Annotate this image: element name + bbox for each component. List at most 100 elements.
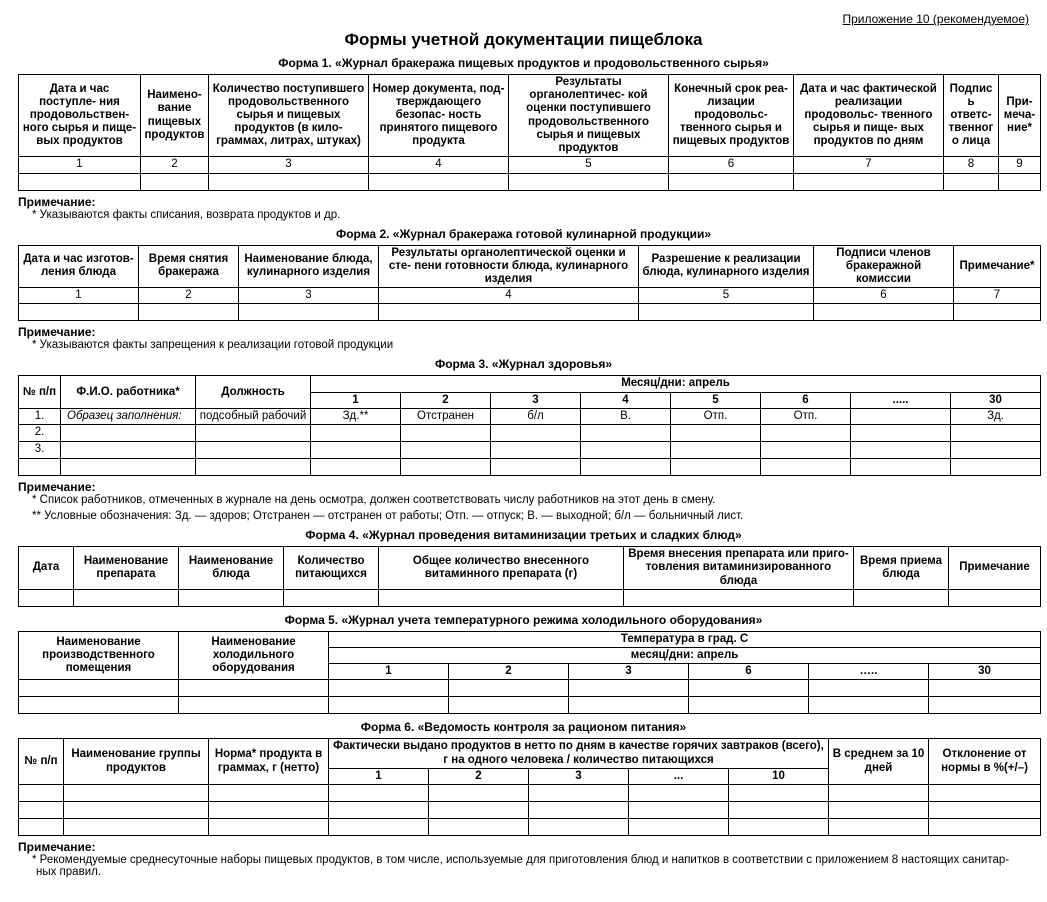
f5-d5: ….. [809,664,929,680]
f1-n5: 5 [509,157,669,173]
form1-title: Форма 1. «Журнал бракеража пищевых проду… [18,56,1029,70]
f2-note: * Указываются факты запрещения к реализа… [18,339,1029,351]
f3-h-num: № п/п [19,376,61,408]
f3-h-month: Месяц/дни: апрель [311,376,1041,392]
f1-n4: 4 [369,157,509,173]
f5-h-room: Наименование производственного помещения [19,631,179,680]
f1-n7: 7 [794,157,944,173]
f6-h-num: № п/п [19,739,64,785]
f1-h7: Дата и час фактической реализации продов… [794,75,944,157]
f3-r1-fio: Образец заполнения: [61,408,196,424]
f1-note: * Указываются факты списания, возврата п… [18,209,1029,221]
f4-h5: Общее количество внесенного витаминного … [379,547,624,590]
f6-d1: 1 [329,768,429,784]
form6-title: Форма 6. «Ведомость контроля за рационом… [18,720,1029,734]
f2-h3: Наименование блюда, кулинарного изделия [239,245,379,288]
form2-title: Форма 2. «Журнал бракеража готовой кулин… [18,227,1029,241]
form3-table: № п/п Ф.И.О. работника* Должность Месяц/… [18,375,1041,476]
f3-r1-d2: Отстранен [401,408,491,424]
f4-h4: Количество питающихся [284,547,379,590]
f5-d3: 3 [569,664,689,680]
f1-n6: 6 [669,157,794,173]
f1-n3: 3 [209,157,369,173]
f6-note: * Рекомендуемые среднесуточные наборы пи… [18,854,1029,878]
f2-n6: 6 [814,288,954,304]
f3-r2-n: 2. [19,425,61,442]
f2-n2: 2 [139,288,239,304]
form4-table: Дата Наименование препарата Наименование… [18,546,1041,607]
f4-h6: Время внесения препарата или приго- товл… [624,547,854,590]
f3-r1-d1: Зд.** [311,408,401,424]
main-title: Формы учетной документации пищеблока [18,30,1029,50]
f6-note-label: Примечание: [18,840,1029,854]
f2-n1: 1 [19,288,139,304]
f2-n3: 3 [239,288,379,304]
f1-h8: Подпись ответс- твенного лица [944,75,999,157]
f3-d2: 2 [401,392,491,408]
f1-h1: Дата и час поступле- ния продовольствен-… [19,75,141,157]
f3-h-pos: Должность [196,376,311,408]
f1-h3: Количество поступившего продовольственно… [209,75,369,157]
f4-h8: Примечание [949,547,1041,590]
f5-h-temp: Температура в град. С [329,631,1041,647]
f3-d8: 30 [951,392,1041,408]
form5-table: Наименование производственного помещения… [18,631,1041,715]
f6-h-group: Наименование группы продуктов [64,739,209,785]
f1-n8: 8 [944,157,999,173]
f3-r3-n: 3. [19,442,61,459]
f5-d1: 1 [329,664,449,680]
form4-title: Форма 4. «Журнал проведения витаминизаци… [18,528,1029,542]
f3-r1-d5: Отп. [671,408,761,424]
f1-h4: Номер документа, под- тверждающего безоп… [369,75,509,157]
f3-r1-d6: Отп. [761,408,851,424]
f4-h1: Дата [19,547,74,590]
f2-note-label: Примечание: [18,325,1029,339]
f1-n2: 2 [141,157,209,173]
f3-d7: ..... [851,392,951,408]
f5-h-month: месяц/дни: апрель [329,647,1041,663]
f1-h6: Конечный срок реа- лизации продовольс- т… [669,75,794,157]
f4-h7: Время приема блюда [854,547,949,590]
f1-h2: Наимено- вание пищевых продуктов [141,75,209,157]
f6-h-fact: Фактически выдано продуктов в нетто по д… [329,739,829,768]
appendix-note: Приложение 10 (рекомендуемое) [18,12,1029,26]
f6-d4: ... [629,768,729,784]
f3-r1-d7 [851,408,951,424]
f1-n9: 9 [999,157,1041,173]
f6-h-avg: В среднем за 10 дней [829,739,929,785]
f6-d5: 10 [729,768,829,784]
f1-note-label: Примечание: [18,195,1029,209]
f3-r1-d8: Зд. [951,408,1041,424]
f2-h5: Разрешение к реализации блюда, кулинарно… [639,245,814,288]
f1-h9: При- меча- ние* [999,75,1041,157]
f3-d1: 1 [311,392,401,408]
f6-d3: 3 [529,768,629,784]
f2-h1: Дата и час изготов- ления блюда [19,245,139,288]
f5-d4: 6 [689,664,809,680]
f1-h5: Результаты органолептичес- кой оценки по… [509,75,669,157]
f3-r1-pos: подсобный рабочий [196,408,311,424]
form1-table: Дата и час поступле- ния продовольствен-… [18,74,1041,191]
f2-h2: Время снятия бракеража [139,245,239,288]
f6-d2: 2 [429,768,529,784]
f3-note-label: Примечание: [18,480,1029,494]
form3-title: Форма 3. «Журнал здоровья» [18,357,1029,371]
f4-h2: Наименование препарата [74,547,179,590]
f1-n1: 1 [19,157,141,173]
f5-d2: 2 [449,664,569,680]
f3-d4: 4 [581,392,671,408]
f3-r1-d3: б/л [491,408,581,424]
f3-r1-n: 1. [19,408,61,424]
f2-n4: 4 [379,288,639,304]
f3-note1: * Список работников, отмеченных в журнал… [18,494,1029,506]
f3-r1-d4: В. [581,408,671,424]
f2-n7: 7 [954,288,1041,304]
f6-h-dev: Отклонение от нормы в %(+/–) [929,739,1041,785]
f3-d6: 6 [761,392,851,408]
f3-h-fio: Ф.И.О. работника* [61,376,196,408]
f3-note2: ** Условные обозначения: Зд. — здоров; О… [18,510,1029,522]
form2-table: Дата и час изготов- ления блюда Время сн… [18,245,1041,322]
f2-h6: Подписи членов бракеражной комиссии [814,245,954,288]
f2-n5: 5 [639,288,814,304]
form6-table: № п/п Наименование группы продуктов Норм… [18,738,1041,836]
